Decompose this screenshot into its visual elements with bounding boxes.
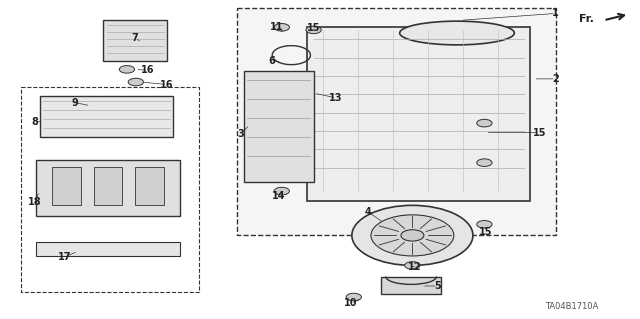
FancyBboxPatch shape [307,27,531,201]
Text: 9: 9 [71,98,78,108]
Text: 10: 10 [344,298,357,308]
Text: 15: 15 [533,128,547,137]
Text: 15: 15 [479,226,492,237]
Circle shape [274,187,289,195]
Text: 12: 12 [408,262,421,272]
Text: 18: 18 [28,197,42,207]
Circle shape [477,159,492,167]
FancyBboxPatch shape [94,167,122,205]
Text: 6: 6 [269,56,276,66]
Text: 2: 2 [552,74,559,84]
FancyBboxPatch shape [381,277,441,294]
Text: 1: 1 [552,8,559,19]
Text: 4: 4 [364,207,371,217]
Circle shape [404,262,420,269]
Text: 13: 13 [329,93,342,103]
Text: TA04B1710A: TA04B1710A [545,302,598,311]
Text: 16: 16 [160,79,174,90]
FancyBboxPatch shape [103,20,167,62]
FancyBboxPatch shape [244,71,314,182]
Circle shape [401,230,424,241]
Text: 14: 14 [272,191,285,201]
Circle shape [371,215,454,256]
Circle shape [346,293,362,301]
Text: 15: 15 [307,23,321,33]
FancyBboxPatch shape [36,242,180,256]
Circle shape [352,205,473,265]
Circle shape [477,220,492,228]
Text: 8: 8 [31,116,38,127]
Text: 7: 7 [132,33,139,43]
FancyBboxPatch shape [36,160,180,216]
FancyBboxPatch shape [237,8,556,235]
Text: 11: 11 [270,22,284,32]
FancyBboxPatch shape [52,167,81,205]
Text: 16: 16 [141,65,155,75]
Ellipse shape [399,21,515,45]
Text: 5: 5 [435,281,441,291]
FancyBboxPatch shape [40,96,173,137]
Circle shape [274,24,289,31]
Text: Fr.: Fr. [579,14,594,24]
Text: 3: 3 [237,129,244,139]
Circle shape [306,26,321,33]
FancyBboxPatch shape [135,167,164,205]
Circle shape [119,66,134,73]
Text: 17: 17 [58,252,72,262]
Circle shape [477,119,492,127]
Circle shape [128,78,143,86]
